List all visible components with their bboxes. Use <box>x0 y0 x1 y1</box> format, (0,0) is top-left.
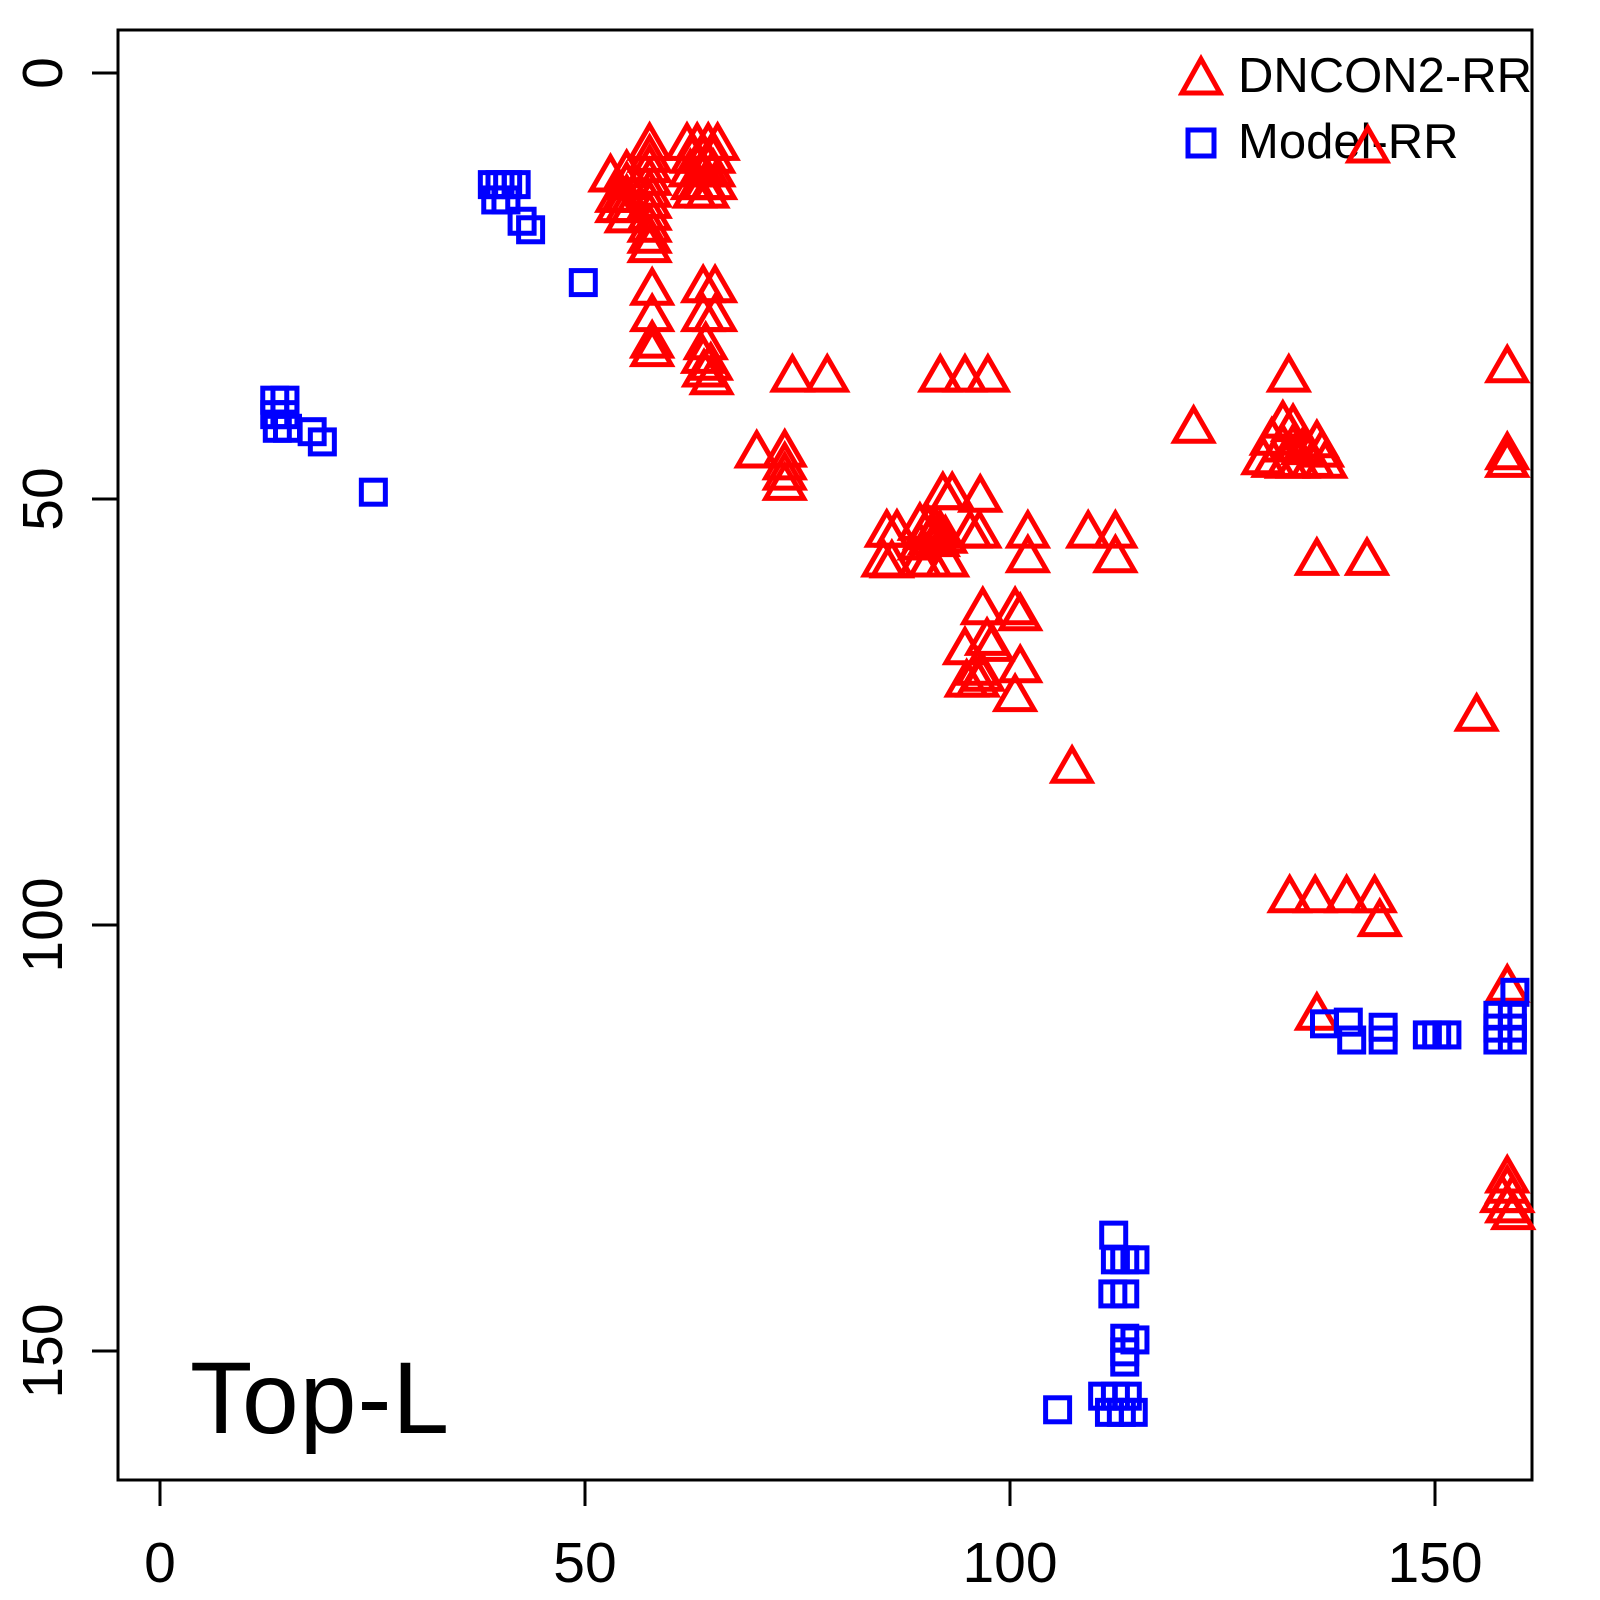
data-point-triangle <box>1291 872 1339 914</box>
legend-label-dncon2-rr: DNCON2-RR <box>1238 49 1532 103</box>
data-point-triangle <box>761 460 809 501</box>
data-point-triangle <box>941 352 989 393</box>
data-point-triangle <box>684 168 731 209</box>
data-point-triangle <box>1483 429 1531 471</box>
data-point-square <box>1432 1020 1462 1050</box>
data-point-triangle <box>1298 427 1346 468</box>
y-tick-label: 100 <box>11 877 75 972</box>
legend-item-dncon2-rr: DNCON2-RR <box>1178 49 1532 104</box>
data-point-triangle <box>1239 434 1287 476</box>
data-point-square <box>1118 1397 1148 1427</box>
data-point-triangle <box>628 326 676 368</box>
data-point-triangle <box>1483 342 1531 384</box>
x-tick-label: 50 <box>553 1531 616 1595</box>
data-point-triangle <box>626 213 673 254</box>
data-point-square <box>1368 1025 1398 1055</box>
data-point-triangle <box>956 508 1003 549</box>
data-point-triangle <box>1265 352 1313 393</box>
data-point-triangle <box>769 352 816 393</box>
data-point-square <box>1043 1395 1073 1425</box>
data-point-square <box>507 206 537 236</box>
data-point-triangle <box>691 291 739 333</box>
data-point-square <box>1112 1381 1142 1411</box>
x-tick-label: 0 <box>144 1531 176 1595</box>
data-point-square <box>1333 1007 1363 1037</box>
data-point-triangle <box>733 427 781 469</box>
data-point-triangle <box>761 450 809 491</box>
data-point-triangle <box>928 469 976 511</box>
data-point-triangle <box>1092 532 1139 574</box>
data-point-triangle <box>593 182 641 224</box>
data-point-triangle <box>1004 508 1052 549</box>
y-tick-label: 150 <box>11 1303 75 1398</box>
data-point-triangle <box>996 590 1044 632</box>
data-point-triangle <box>923 537 971 578</box>
data-point-triangle <box>1064 508 1112 549</box>
data-point-triangle <box>603 192 650 234</box>
data-point-triangle <box>1092 508 1139 549</box>
data-point-square <box>516 215 546 245</box>
data-point-square <box>1110 1279 1140 1309</box>
y-tick-label: 50 <box>11 467 75 530</box>
data-point-square <box>1110 1347 1140 1377</box>
plot-title: Top-L <box>190 1341 451 1455</box>
data-point-triangle <box>964 352 1012 393</box>
x-tick-label: 150 <box>1387 1531 1482 1595</box>
data-point-triangle <box>1483 437 1531 478</box>
legend: DNCON2-RR Model-RR <box>1178 49 1532 182</box>
data-point-triangle <box>1323 872 1370 914</box>
data-point-square <box>568 268 598 298</box>
data-point-triangle <box>1343 535 1391 576</box>
data-point-triangle <box>628 265 676 306</box>
data-point-triangle <box>943 657 990 698</box>
x-tick-label: 100 <box>962 1531 1057 1595</box>
data-point-triangle <box>956 472 1004 513</box>
data-point-triangle <box>1356 896 1404 938</box>
data-point-triangle <box>959 584 1007 626</box>
data-point-triangle <box>868 537 916 579</box>
data-point-triangle <box>1453 691 1500 732</box>
plot-frame <box>116 28 1534 1482</box>
y-tick-label: 0 <box>11 57 75 89</box>
data-point-triangle <box>968 621 1016 662</box>
triangle-icon <box>1178 53 1224 96</box>
data-point-square <box>1120 1245 1150 1275</box>
data-point-triangle <box>688 354 735 396</box>
square-icon <box>1185 127 1217 159</box>
data-point-triangle <box>761 439 809 481</box>
data-point-square <box>491 185 521 215</box>
data-point-triangle <box>1048 743 1096 784</box>
data-point-square <box>1099 1220 1129 1250</box>
data-point-square <box>1497 1025 1527 1055</box>
data-point-square <box>1337 1025 1367 1055</box>
data-point-triangle <box>593 172 641 213</box>
data-point-triangle <box>1004 532 1052 574</box>
data-point-triangle <box>680 347 728 388</box>
data-point-triangle <box>1489 1189 1537 1231</box>
data-point-triangle <box>626 222 673 264</box>
data-point-triangle <box>587 151 634 193</box>
data-point-triangle <box>628 318 676 359</box>
data-point-triangle <box>1483 962 1531 1003</box>
data-point-triangle <box>1269 401 1317 443</box>
data-point-square <box>358 477 388 507</box>
data-point-triangle <box>1344 122 1392 164</box>
data-point-triangle <box>916 352 964 393</box>
data-point-triangle <box>1266 872 1313 914</box>
data-point-square <box>307 427 337 457</box>
data-point-triangle <box>803 352 851 393</box>
data-point-triangle <box>1302 438 1349 479</box>
data-point-triangle <box>1293 535 1341 576</box>
data-point-triangle <box>1170 403 1217 444</box>
data-point-triangle <box>991 671 1039 713</box>
